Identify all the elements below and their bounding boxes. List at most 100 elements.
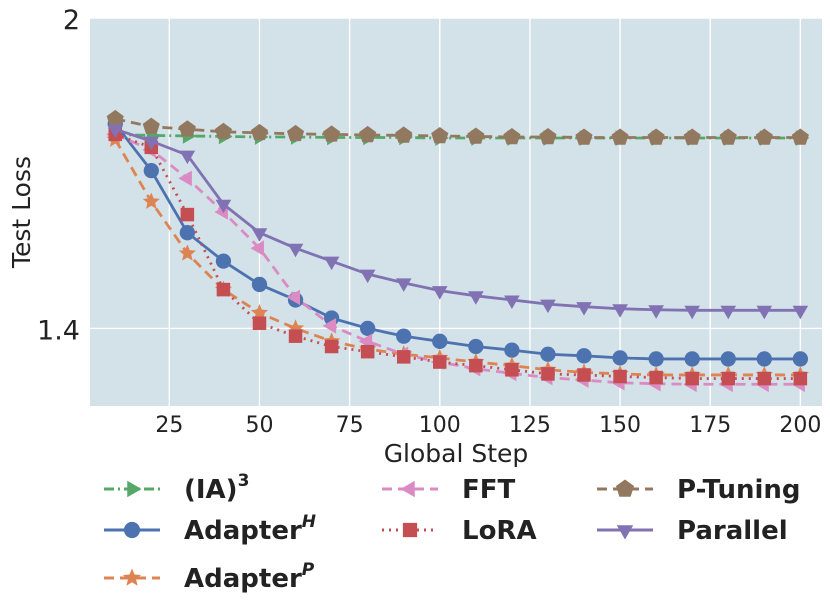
legend-marker [615,479,635,497]
x-tick-label: 75 [336,413,364,438]
series-layer [106,109,810,393]
data-point-fft [286,289,301,306]
data-point-parallel [395,278,412,292]
data-point-parallel [251,228,268,242]
data-point-adapter-h [179,225,196,241]
data-point-adapter-h [612,350,628,366]
series-parallel [107,124,809,320]
data-point-fft [250,240,264,257]
data-point-parallel [143,136,160,151]
data-point-p-tuning [323,125,341,142]
data-point-fft [178,170,192,187]
data-point-adapter-p [250,303,269,321]
x-tick-label: 25 [155,413,183,438]
y-tick-label: 2 [63,5,80,36]
data-point-p-tuning [539,127,557,145]
data-point-adapter-h [504,342,520,358]
series-p-tuning [106,109,809,145]
data-point-parallel [684,305,700,320]
series-line-parallel [114,127,801,312]
series-adapter-h [107,116,809,367]
data-point-p-tuning [467,127,485,144]
data-point-lora [288,329,303,343]
legend: (IA)3 AdapterH AdapterP FFT LoRA P-Tuning Para… [104,471,801,594]
y-axis-title: Test Loss [7,156,36,269]
data-point-lora [180,207,195,222]
data-point-parallel [323,256,340,271]
legend-label: P-Tuning [677,475,801,505]
ticks: 25 50 75 100 125 150 175 200 1.4 2 [37,5,821,438]
data-point-adapter-h [648,351,664,367]
x-axis-title: Global Step [384,439,529,468]
data-point-p-tuning [683,128,701,145]
data-point-lora [649,370,663,385]
y-tick-label: 1.4 [37,315,80,346]
legend-item-lora: LoRA [382,516,537,546]
legend-label: LoRA [462,516,537,546]
x-tick-label: 100 [419,413,461,438]
legend-label: FFT [462,475,516,505]
x-tick-label: 150 [599,413,641,438]
data-point-adapter-p [142,192,160,209]
data-point-adapter-h [215,253,232,269]
data-point-parallel [720,305,737,320]
plot-area [90,18,822,406]
data-point-parallel [792,305,809,320]
data-point-parallel [540,299,556,314]
data-point-lora [577,368,591,382]
data-point-lora [433,355,447,369]
data-point-parallel [107,124,124,139]
series-line-fft [114,133,801,386]
data-point-p-tuning [250,123,269,141]
data-point-adapter-p [178,244,196,261]
legend-item-ia-3: (IA)3 [104,471,249,505]
data-point-lora [360,344,375,359]
legend-item-p-tuning: P-Tuning [597,475,801,505]
data-point-parallel [215,199,232,214]
data-point-adapter-h [251,276,268,293]
data-point-parallel [576,302,592,316]
legend-label: AdapterP [184,560,315,594]
data-point-parallel [756,305,773,320]
data-point-lora [721,371,735,386]
legend-marker [400,480,415,498]
data-point-adapter-h [396,328,412,344]
data-point-adapter-h [432,333,448,349]
data-point-lora [757,371,772,386]
legend-label: AdapterH [184,512,316,546]
legend-marker [616,525,634,540]
data-point-adapter-h [143,162,159,179]
data-point-parallel [287,243,304,258]
data-point-parallel [179,150,196,165]
data-point-p-tuning [719,128,737,145]
x-tick-label: 200 [779,413,821,438]
data-point-adapter-h [684,351,700,367]
series-lora [108,127,808,386]
legend-marker [127,480,142,498]
data-point-p-tuning [575,128,593,145]
data-point-p-tuning [142,117,160,134]
data-point-p-tuning [178,120,196,137]
data-point-lora [505,363,519,377]
legend-label: (IA)3 [184,471,249,505]
data-point-lora [541,367,555,381]
data-point-parallel [504,295,520,309]
data-point-adapter-h [360,320,376,337]
legend-item-adapter-p: AdapterP [104,560,315,594]
data-point-p-tuning [791,128,809,145]
data-point-p-tuning [286,124,305,142]
data-point-lora [396,350,411,364]
data-point-p-tuning [214,122,232,140]
data-point-p-tuning [647,128,665,145]
legend-marker [122,568,142,586]
legend-item-parallel: Parallel [597,516,788,546]
data-point-lora [324,339,339,354]
data-point-adapter-h [720,351,736,367]
data-point-adapter-h [540,346,556,362]
data-point-p-tuning [359,125,377,143]
legend-label: Parallel [677,516,788,546]
legend-marker [402,522,418,538]
data-point-adapter-h [576,348,592,364]
data-point-fft [322,318,337,334]
